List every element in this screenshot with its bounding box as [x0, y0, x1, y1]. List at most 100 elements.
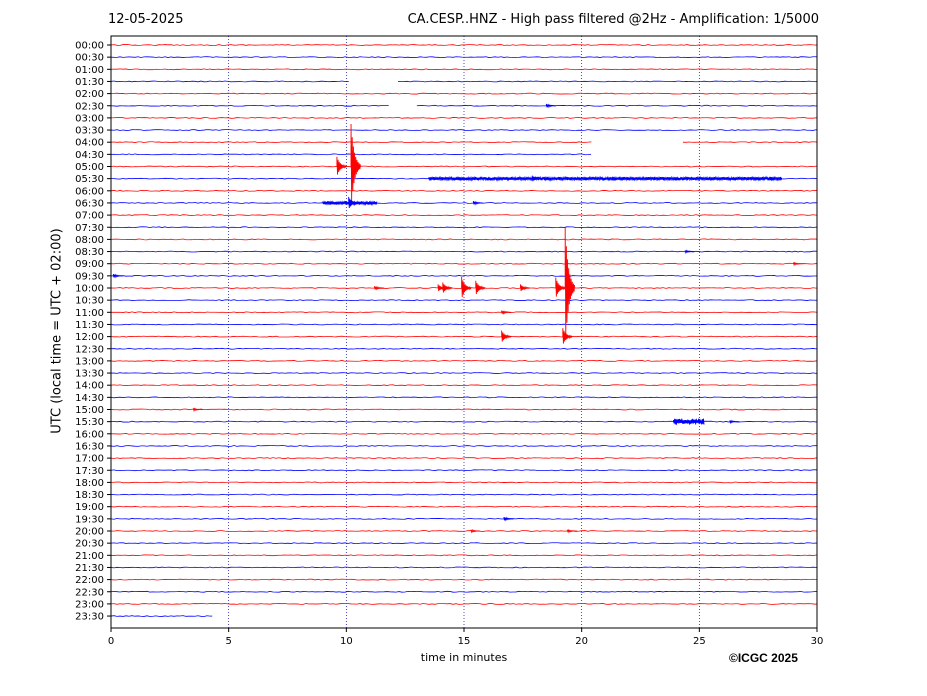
seismic-event [562, 328, 573, 344]
seismic-event [793, 261, 803, 267]
trace-11:00 [110, 311, 818, 314]
y-tick-label: 08:30 [75, 247, 104, 258]
seismic-event [501, 330, 512, 342]
x-tick-label: 30 [811, 636, 824, 647]
y-tick-label: 01:30 [75, 77, 104, 88]
y-tick-label: 19:30 [75, 514, 104, 525]
event-layer [112, 103, 803, 534]
seismic-event [501, 310, 512, 315]
trace-23:30 [110, 615, 213, 617]
trace-01:30 [110, 80, 349, 83]
y-tick-label: 16:00 [75, 429, 104, 440]
y-tick-label: 04:30 [75, 150, 104, 161]
seismic-event [374, 285, 385, 291]
trace-13:00 [110, 360, 818, 362]
y-tick-label: 10:30 [75, 296, 104, 307]
y-tick-label: 03:00 [75, 113, 104, 124]
y-tick-label: 14:30 [75, 393, 104, 404]
date-label: 12-05-2025 [108, 12, 184, 27]
seismic-event [348, 196, 359, 209]
y-tick-label: 00:00 [75, 41, 104, 52]
trace-02:00 [110, 92, 818, 95]
seismic-event [555, 277, 566, 297]
trace-02:30 [416, 104, 818, 107]
trace-17:30 [110, 469, 818, 472]
trace-12:00 [110, 335, 818, 338]
trace-22:00 [110, 578, 818, 581]
seismic-event [350, 123, 361, 202]
x-tick-label: 10 [340, 636, 353, 647]
y-tick-label: 17:00 [75, 454, 104, 465]
trace-08:00 [110, 238, 818, 241]
trace-11:30 [110, 323, 818, 326]
trace-13:30 [111, 372, 818, 374]
trace-01:30 [398, 80, 818, 83]
y-tick-label: 23:30 [75, 612, 104, 623]
trace-06:30 [110, 202, 818, 204]
trace-00:30 [110, 56, 818, 58]
y-tick-label: 03:30 [75, 126, 104, 137]
x-tick-label: 20 [575, 636, 588, 647]
trace-21:30 [110, 566, 818, 569]
seismic-event [336, 156, 347, 175]
y-tick-label: 02:30 [75, 101, 104, 112]
x-tick-label: 0 [108, 636, 114, 647]
y-tick-label: 05:30 [75, 174, 104, 185]
trace-14:00 [110, 384, 818, 387]
y-tick-label: 05:00 [75, 162, 104, 173]
y-tick-label: 10:00 [75, 284, 104, 295]
trace-20:00 [110, 530, 818, 532]
seismic-event [769, 176, 780, 182]
y-tick-label: 21:00 [75, 551, 104, 562]
trace-15:00 [110, 408, 818, 411]
seismic-event [112, 273, 123, 279]
y-tick-label: 17:30 [75, 466, 104, 477]
y-tick-label: 11:30 [75, 320, 104, 331]
trace-09:00 [110, 262, 818, 265]
seismic-event [567, 528, 578, 534]
trace-18:00 [110, 481, 818, 484]
seismic-event [503, 516, 514, 522]
trace-01:00 [110, 68, 818, 71]
trace-07:00 [110, 214, 818, 216]
trace-15:30 [110, 420, 818, 423]
y-tick-label: 12:30 [75, 344, 104, 355]
y-tick-label: 09:00 [75, 259, 104, 270]
trace-03:30 [110, 129, 818, 131]
trace-22:30 [110, 590, 818, 593]
y-tick-label: 18:00 [75, 478, 104, 489]
y-tick-label: 13:00 [75, 356, 104, 367]
trace-18:30 [110, 493, 818, 496]
seismic-event [729, 419, 740, 425]
trace-14:30 [110, 396, 818, 399]
seismic-event [684, 249, 695, 255]
y-tick-label: 13:30 [75, 369, 104, 380]
seismic-event [543, 176, 554, 182]
seismic-event [442, 282, 453, 293]
seismic-event [672, 418, 705, 425]
y-tick-label: 19:00 [75, 502, 104, 513]
trace-06:00 [110, 189, 818, 192]
y-tick-label: 23:00 [75, 599, 104, 610]
seismic-event [461, 277, 472, 298]
chart-title: CA.CESP..HNZ - High pass filtered @2Hz -… [407, 12, 819, 27]
plot-frame [110, 35, 818, 629]
trace-21:00 [110, 554, 818, 557]
trace-04:00 [682, 141, 818, 144]
y-tick-label: 12:00 [75, 332, 104, 343]
trace-19:30 [110, 518, 818, 520]
trace-23:00 [110, 603, 818, 605]
y-tick-label: 14:00 [75, 381, 104, 392]
x-tick-label: 25 [693, 636, 706, 647]
y-tick-label: 06:30 [75, 198, 104, 209]
trace-08:30 [110, 250, 818, 253]
copyright-label: ©ICGC 2025 [729, 651, 798, 665]
y-tick-label: 15:00 [75, 405, 104, 416]
seismic-event [428, 175, 783, 182]
seismic-event [531, 175, 542, 182]
x-tick-label: 15 [458, 636, 471, 647]
trace-16:00 [110, 432, 818, 435]
trace-07:30 [110, 226, 818, 229]
